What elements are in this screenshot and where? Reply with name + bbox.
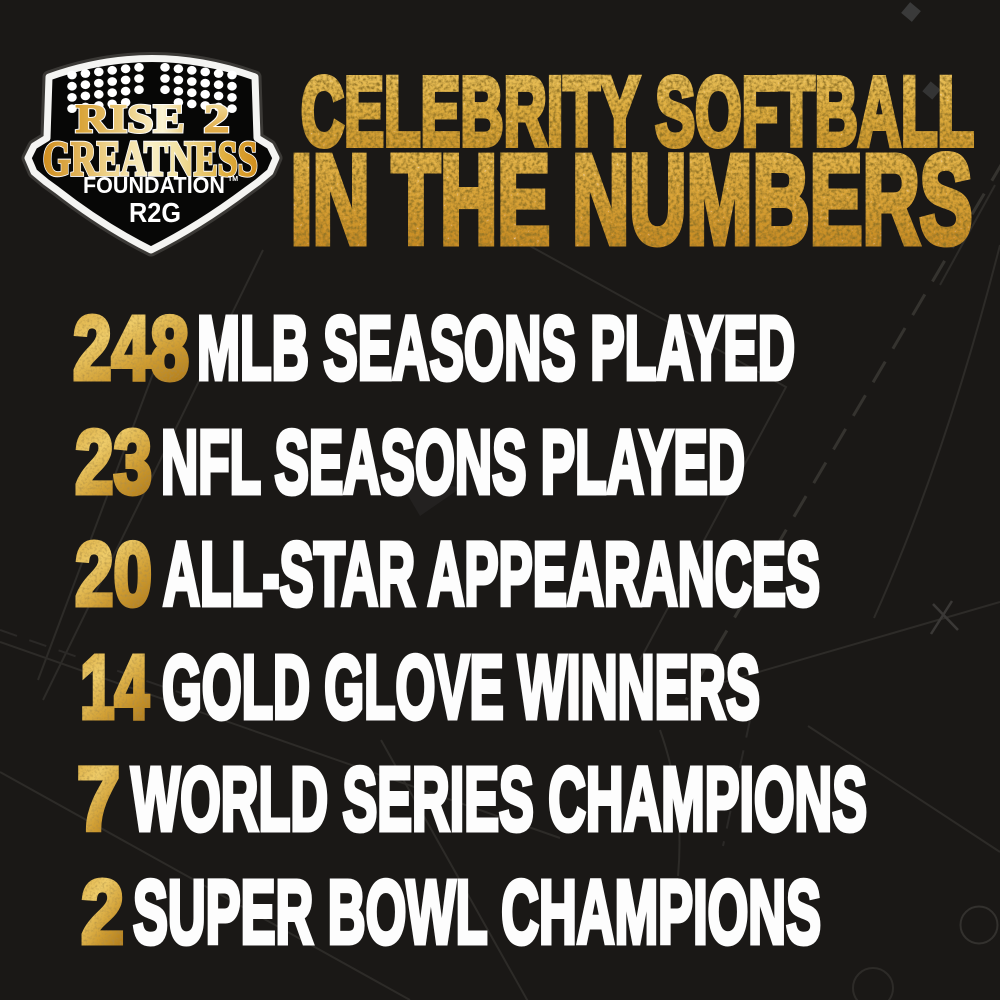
svg-text:GREATNESS: GREATNESS [43, 130, 258, 186]
svg-text:R2G: R2G [129, 197, 181, 228]
svg-text:2: 2 [204, 96, 230, 141]
svg-text:GREATNESS: GREATNESS [43, 130, 258, 186]
svg-text:RISE: RISE [76, 96, 185, 141]
svg-text:23: 23 [75, 412, 152, 513]
svg-text:2: 2 [204, 96, 230, 141]
svg-text:14: 14 [80, 637, 149, 738]
svg-text:NFL SEASONS PLAYED: NFL SEASONS PLAYED [161, 412, 745, 513]
svg-text:ALL-STAR APPEARANCES: ALL-STAR APPEARANCES [163, 524, 820, 625]
svg-text:CELEBRITY SOFTBALL: CELEBRITY SOFTBALL [301, 57, 974, 166]
svg-text:2: 2 [81, 862, 124, 963]
svg-text:GOLD GLOVE WINNERS: GOLD GLOVE WINNERS [162, 637, 760, 738]
svg-text:FOUNDATION: FOUNDATION [83, 172, 225, 198]
svg-text:RISE: RISE [76, 96, 185, 141]
svg-text:TM: TM [228, 176, 238, 183]
svg-text:7: 7 [77, 749, 120, 850]
svg-text:WORLD SERIES CHAMPIONS: WORLD SERIES CHAMPIONS [131, 749, 867, 850]
svg-text:248: 248 [73, 298, 189, 399]
svg-text:20: 20 [75, 524, 152, 625]
svg-text:SUPER BOWL CHAMPIONS: SUPER BOWL CHAMPIONS [133, 862, 821, 963]
svg-text:MLB SEASONS PLAYED: MLB SEASONS PLAYED [197, 298, 795, 399]
svg-text:IN THE NUMBERS: IN THE NUMBERS [291, 128, 973, 270]
